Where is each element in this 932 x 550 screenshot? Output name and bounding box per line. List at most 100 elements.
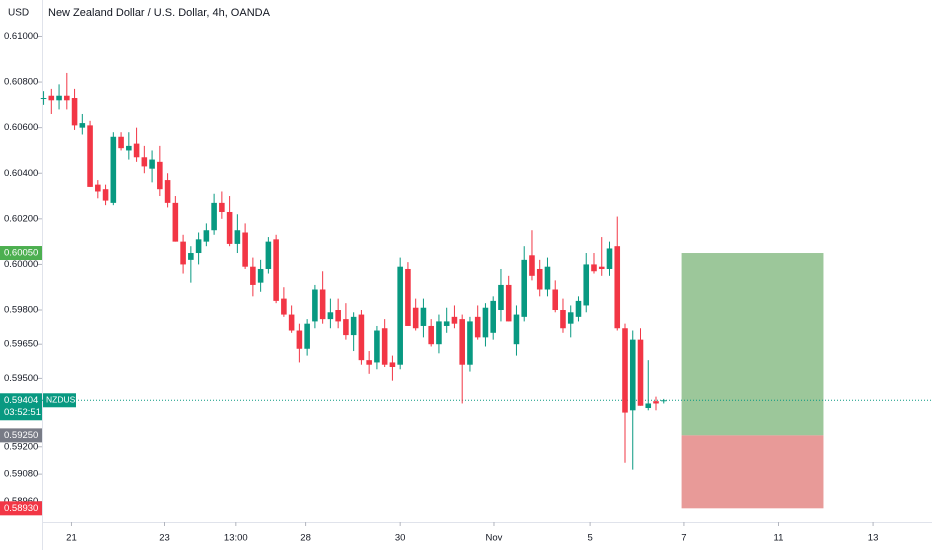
candle-body [428,325,434,345]
candle-body [172,202,179,242]
candle-body [343,319,349,336]
candle-body [211,202,217,231]
candle-body [436,321,442,345]
candle-body [226,211,233,244]
x-tick-label: 13 [868,533,879,544]
candle-body [459,319,465,365]
candle-body [567,312,574,324]
candle-body [312,289,318,322]
candle-body [374,330,380,363]
candle-body [660,400,667,402]
target-badge-label: 0.60050 [4,248,38,259]
x-tick-label: 28 [300,533,311,544]
candle-body [622,328,628,413]
y-tick-label: 0.59200 [4,441,38,452]
candle-body [281,298,287,315]
x-tick-label: 13:00 [224,533,248,544]
profit-zone [681,253,824,436]
candle-body [645,403,652,409]
candle-body [443,321,450,326]
candle-body [521,259,528,317]
candle-body [79,123,86,128]
candle-body [40,98,47,100]
candle-body [327,312,334,320]
candle-body [195,239,202,254]
last-price-badge-label: 0.59404 [4,395,38,406]
candle-body [48,95,55,101]
candle-body [606,248,613,269]
candle-body [242,232,248,267]
candle-body [583,264,590,306]
candle-body [180,241,186,265]
candle-body [598,266,605,269]
candle-body [95,184,101,192]
candle-body [614,246,621,329]
candle-body [110,136,117,203]
candle-body [505,284,512,322]
y-tick-label: 0.60400 [4,168,38,179]
candle-body [273,239,279,301]
candle-body [350,316,357,336]
stop-badge [0,501,42,516]
target-badge [0,246,42,261]
candle-body [498,284,504,311]
symbol-label: NZDUSD [46,395,81,405]
x-tick-label: 7 [681,533,686,544]
candle-body [126,145,132,151]
currency: USD [8,8,29,19]
candle-body [71,98,78,126]
candle-body [335,310,341,322]
countdown: 03:52:51 [4,407,41,418]
candle-body [203,230,210,242]
entry-badge [0,428,42,443]
candle-body [381,328,388,365]
candle-body [164,180,171,203]
y-tick-label: 0.60800 [4,77,38,88]
candle-body [412,307,419,329]
candle-body [544,266,551,290]
stop-badge-label: 0.58930 [4,503,38,514]
chart-title: New Zealand Dollar / U.S. Dollar, 4h, OA… [48,7,271,19]
candle-body [102,189,109,201]
candle-body [560,310,566,329]
candle-body [405,268,411,326]
candle-body [389,362,396,367]
candle-body [536,268,543,290]
y-tick-label: 0.59800 [4,305,38,316]
candle-body [149,159,155,169]
candle-body [141,157,148,167]
y-tick-label: 0.59650 [4,339,38,350]
candle-body [366,360,372,365]
candle-body [513,314,520,345]
candle-body [219,202,225,212]
candle-body [157,161,163,190]
x-tick-label: Nov [486,533,503,544]
y-tick-label: 0.61000 [4,31,38,42]
candle-body [56,95,62,101]
loss-zone [681,435,824,509]
candle-body [358,314,365,361]
candle-body [467,321,473,365]
candle-body [482,307,489,338]
candle-body [397,266,403,365]
candle-body [265,241,272,269]
candle-body [133,143,140,158]
candle-body [296,330,303,349]
candle-body [87,125,93,187]
candle-body [257,268,264,283]
candle-body [304,323,310,349]
candle-body [234,230,241,244]
candle-body [451,316,458,324]
candle-body [64,95,70,101]
x-tick-label: 23 [159,533,170,544]
candle-body [490,300,496,333]
candle-body [637,339,644,406]
x-tick-label: 21 [66,533,77,544]
candle-body [118,136,124,149]
candle-body [319,289,326,320]
candle-body [552,289,559,311]
candle-body [288,314,295,331]
candle-body [250,266,256,285]
x-tick-label: 11 [774,533,784,544]
